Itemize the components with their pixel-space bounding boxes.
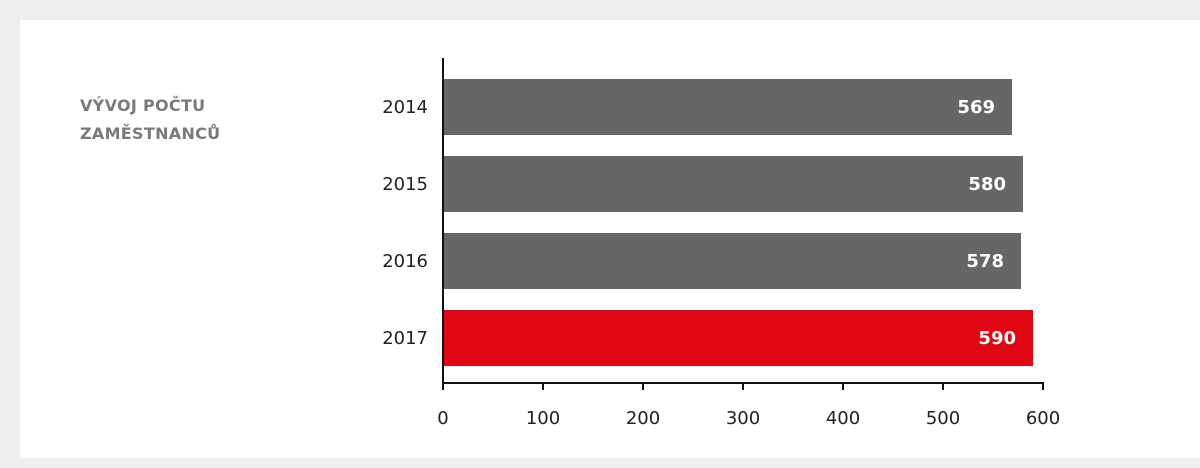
x-tick-label: 300 [726, 408, 760, 429]
y-tick-label: 2015 [382, 174, 428, 195]
x-tick-label: 500 [926, 408, 960, 429]
y-tick-label: 2017 [382, 328, 428, 349]
x-tick-label: 600 [1026, 408, 1060, 429]
value-label: 580 [968, 174, 1006, 195]
bar [443, 79, 1012, 135]
y-tick-label: 2016 [382, 251, 428, 272]
value-label: 590 [978, 328, 1016, 349]
x-tick-label: 400 [826, 408, 860, 429]
bar [443, 156, 1023, 212]
value-label: 569 [957, 97, 995, 118]
bar [443, 310, 1033, 366]
chart-title: VÝVOJ POČTU ZAMĚSTNANCŮ [80, 96, 221, 143]
x-tick-label: 200 [626, 408, 660, 429]
bar [443, 233, 1021, 289]
value-label: 578 [966, 251, 1004, 272]
x-tick-label: 100 [526, 408, 560, 429]
x-tick-label: 0 [437, 408, 448, 429]
y-tick-label: 2014 [382, 97, 428, 118]
